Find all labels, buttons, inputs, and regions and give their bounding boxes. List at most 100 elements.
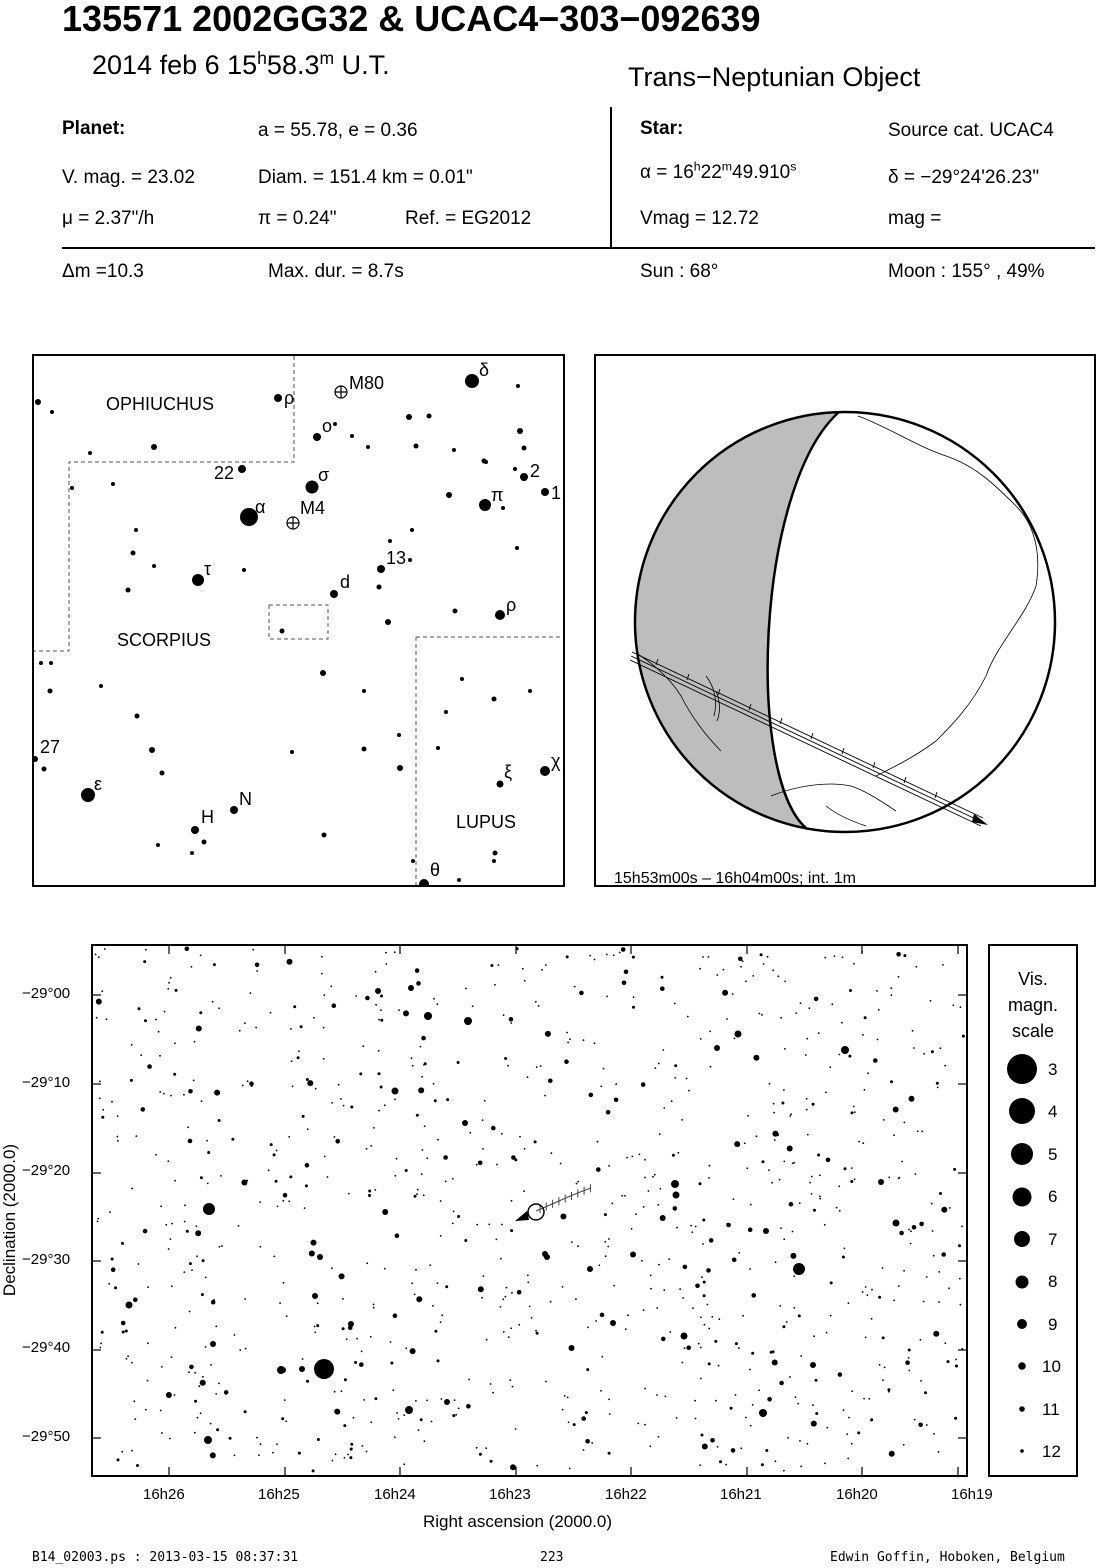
star-ra: α = 16h22m49.910s	[640, 159, 796, 184]
star-omicron	[313, 433, 321, 441]
x-tick-6: 16h20	[836, 1486, 878, 1503]
track-direction-arrow	[515, 1211, 529, 1221]
star-heading: Star:	[640, 118, 684, 139]
scale-mag-3: 3	[1048, 1060, 1057, 1079]
y-tick-5: −29°50	[22, 1428, 71, 1445]
label-13: 13	[386, 548, 406, 568]
date-mid: 58.3	[266, 50, 320, 80]
shadow-path	[629, 651, 984, 827]
star-H	[191, 826, 199, 834]
planet-motion: μ = 2.37"/h	[62, 208, 155, 229]
info-divider-vertical	[610, 107, 612, 248]
star-tau	[192, 574, 204, 586]
y-tick-2: −29°20	[22, 1162, 71, 1179]
star-27	[34, 756, 38, 762]
date-suffix: U.T.	[334, 50, 390, 80]
ra-mid: 22	[700, 162, 722, 183]
label-tau: τ	[204, 559, 211, 579]
scale-title-line-1: Vis.	[1018, 969, 1048, 989]
star-chi	[540, 766, 550, 776]
object-type: Trans−Neptunian Object	[628, 62, 921, 92]
y-tick-1: −29°10	[22, 1074, 71, 1091]
star-xi	[496, 780, 504, 788]
scale-title-line-3: scale	[1011, 1021, 1055, 1041]
star-2	[520, 473, 528, 481]
star-mag: mag =	[888, 208, 942, 229]
scale-mag-8: 8	[1048, 1272, 1057, 1291]
label-theta: θ	[430, 860, 440, 880]
date-h: h	[257, 48, 267, 68]
page-title: 135571 2002GG32 & UCAC4−303−092639	[62, 0, 761, 39]
info-divider-horizontal	[62, 247, 1095, 249]
y-tick-4: −29°40	[22, 1339, 71, 1356]
footer-page: 223	[540, 1550, 564, 1565]
x-tick-2: 16h24	[374, 1486, 416, 1503]
label-lupus: LUPUS	[456, 812, 516, 832]
x-tick-0: 16h26	[143, 1486, 185, 1503]
y-tick-0: −29°00	[22, 985, 71, 1002]
label-2: 2	[530, 461, 540, 481]
path-direction-arrow	[972, 814, 988, 825]
star-chart-svg	[93, 946, 966, 1475]
chart-field-box	[268, 604, 329, 640]
scale-mag-11: 11	[1042, 1400, 1060, 1419]
star-dec: δ = −29°24'26.23"	[888, 167, 1040, 188]
label-rho1: ρ	[284, 388, 294, 408]
star-N	[230, 806, 238, 814]
star-epsilon	[81, 788, 95, 802]
boundary-ophiuchus	[34, 356, 295, 652]
night-shade	[636, 412, 839, 828]
scale-title: Vis. magn. scale	[990, 966, 1076, 1044]
field-stars	[35, 384, 532, 882]
label-xi: ξ	[504, 762, 512, 782]
globe-svg: 15h53m00s – 16h04m00s; int. 1m	[614, 410, 1057, 885]
star-chart	[91, 944, 968, 1477]
coastline-east	[857, 415, 1039, 777]
scale-mag-9: 9	[1048, 1315, 1057, 1334]
star-source: Source cat. UCAC4	[888, 120, 1054, 141]
planet-reference: Ref. = EG2012	[405, 208, 532, 229]
scale-mag-7: 7	[1048, 1230, 1057, 1249]
planet-vmag: V. mag. = 23.02	[62, 167, 195, 188]
planet-parallax: π = 0.24"	[258, 208, 337, 229]
shadow-path-ticks	[655, 658, 938, 799]
star-sigma	[305, 480, 319, 494]
sun-elongation: Sun : 68°	[640, 261, 719, 282]
occultation-track	[515, 1184, 592, 1221]
star-22	[238, 465, 246, 473]
moon-info: Moon : 155° , 49%	[888, 261, 1045, 282]
star-rho2	[495, 610, 505, 620]
label-22: 22	[214, 463, 234, 483]
star-delta	[465, 374, 479, 388]
y-tick-3: −29°30	[22, 1251, 71, 1268]
label-H: H	[201, 807, 214, 827]
label-scorpius: SCORPIUS	[117, 630, 211, 650]
x-tick-3: 16h23	[489, 1486, 531, 1503]
star-theta	[419, 879, 429, 885]
label-27: 27	[40, 737, 60, 757]
globe-caption: 15h53m00s – 16h04m00s; int. 1m	[614, 870, 856, 885]
planet-heading: Planet:	[62, 118, 126, 139]
label-rho2: ρ	[506, 595, 516, 615]
footer-author: Edwin Goffin, Hoboken, Belgium	[830, 1550, 1065, 1565]
label-1: 1	[551, 483, 561, 503]
date-m: m	[319, 48, 335, 68]
label-ophiuchus: OPHIUCHUS	[106, 394, 214, 414]
star-rho1	[274, 394, 282, 402]
star-1	[541, 488, 549, 496]
scale-svg: 3 4 5 6 7 8 9 10 11 12	[1007, 1054, 1061, 1461]
star-13	[377, 565, 385, 573]
event-datetime: 2014 feb 6 15h58.3m U.T.	[92, 48, 390, 81]
scale-mag-4: 4	[1048, 1102, 1057, 1121]
star-d	[330, 590, 338, 598]
ra-prefix: α = 16	[640, 162, 694, 183]
label-delta: δ	[479, 360, 489, 380]
label-N: N	[239, 789, 252, 809]
date-prefix: 2014 feb 6 15	[92, 50, 258, 80]
star-pi	[479, 499, 491, 511]
earth-limb	[633, 410, 1057, 834]
ra-h: h	[693, 159, 701, 174]
label-chi: χ	[551, 751, 561, 771]
constellation-map: OPHIUCHUS SCORPIUS LUPUS M80 M4 22 13 27…	[32, 354, 565, 887]
x-tick-1: 16h25	[258, 1486, 300, 1503]
